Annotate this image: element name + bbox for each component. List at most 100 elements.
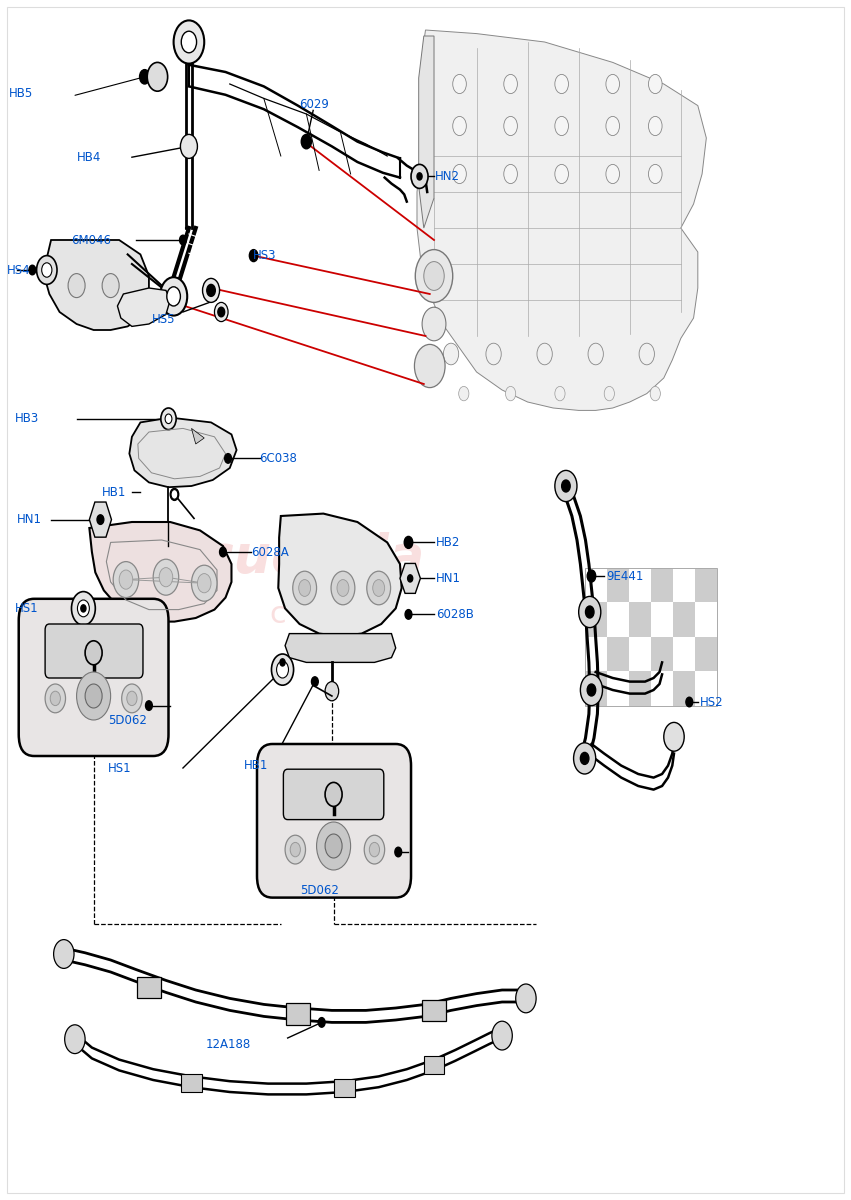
Circle shape [167,287,180,306]
Circle shape [422,307,446,341]
Circle shape [318,1018,325,1027]
Bar [137,977,161,998]
Circle shape [203,278,220,302]
Polygon shape [419,36,434,228]
Circle shape [648,74,662,94]
Circle shape [325,834,342,858]
Circle shape [579,596,601,628]
Bar [334,1079,355,1097]
Circle shape [606,116,620,136]
Bar [673,671,695,706]
Circle shape [68,274,85,298]
Circle shape [160,277,187,316]
Polygon shape [129,418,237,487]
Bar [651,602,673,636]
Bar [630,568,652,602]
Circle shape [417,173,422,180]
Bar [673,602,695,636]
Circle shape [113,562,139,598]
Circle shape [317,822,351,870]
Bar [673,568,695,602]
Circle shape [424,262,444,290]
Circle shape [648,116,662,136]
Circle shape [504,164,517,184]
Text: HS3: HS3 [253,250,277,262]
Circle shape [408,575,413,582]
Text: 6028A: 6028A [251,546,288,558]
Circle shape [85,684,102,708]
Bar [608,671,630,706]
Circle shape [443,343,459,365]
Circle shape [686,697,693,707]
Circle shape [395,847,402,857]
Bar [608,602,630,636]
FancyBboxPatch shape [257,744,411,898]
Circle shape [54,940,74,968]
Circle shape [65,1025,85,1054]
Circle shape [411,164,428,188]
Text: 6M046: 6M046 [71,234,111,246]
Polygon shape [117,288,170,326]
Bar [695,602,717,636]
Circle shape [29,265,36,275]
Text: HN2: HN2 [435,170,460,182]
Circle shape [97,515,104,524]
Text: HB4: HB4 [77,151,101,163]
Bar [695,636,717,671]
Circle shape [364,835,385,864]
Circle shape [271,654,294,685]
Circle shape [181,31,197,53]
Circle shape [404,536,413,548]
Circle shape [580,674,603,706]
Circle shape [146,701,152,710]
Circle shape [648,164,662,184]
Circle shape [367,571,391,605]
Circle shape [505,386,516,401]
Circle shape [218,307,225,317]
Polygon shape [417,30,706,410]
Circle shape [369,842,380,857]
Circle shape [504,116,517,136]
Polygon shape [89,502,111,538]
Bar [422,1000,446,1021]
Circle shape [555,164,568,184]
Bar [286,1003,310,1025]
Text: HB1: HB1 [101,486,126,498]
Text: HB2: HB2 [436,536,460,548]
Circle shape [574,743,596,774]
Circle shape [171,490,178,499]
Bar [608,636,630,671]
Circle shape [325,782,342,806]
Bar [630,671,652,706]
Polygon shape [89,522,231,622]
Circle shape [102,274,119,298]
Text: 6C038: 6C038 [260,452,298,464]
Text: 5D062: 5D062 [300,884,339,896]
Text: HB1: HB1 [243,760,268,772]
Bar [608,568,630,602]
Circle shape [42,263,52,277]
Bar [651,636,673,671]
Text: 6028B: 6028B [436,608,474,620]
Circle shape [191,565,217,601]
Circle shape [537,343,552,365]
Circle shape [453,164,466,184]
Circle shape [214,302,228,322]
Circle shape [85,641,102,665]
Circle shape [277,661,288,678]
Circle shape [311,677,318,686]
Circle shape [77,600,89,617]
Circle shape [185,140,193,152]
Circle shape [170,488,179,500]
Text: HS4: HS4 [7,264,31,276]
Text: 5D062: 5D062 [108,714,147,726]
Circle shape [174,20,204,64]
FancyBboxPatch shape [45,624,143,678]
Circle shape [140,70,150,84]
Text: HB3: HB3 [15,413,39,425]
Circle shape [604,386,614,401]
Circle shape [606,164,620,184]
Bar [585,636,608,671]
Circle shape [153,559,179,595]
Circle shape [147,62,168,91]
